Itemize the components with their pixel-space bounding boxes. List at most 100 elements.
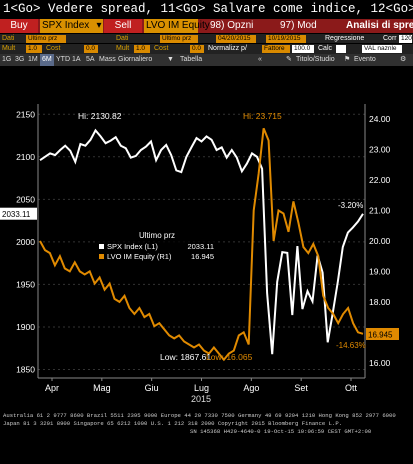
spx-low-label: Low: 1867.61 xyxy=(160,352,211,362)
dati2-label: Dati xyxy=(116,35,129,42)
legend-title: Ultimo prz xyxy=(139,231,175,240)
settings-icon[interactable]: ⚙ xyxy=(400,56,407,63)
spread-chart[interactable]: 2150 2100 2050 2000 1950 1900 1850 24.00 23.00 2… xyxy=(0,66,413,410)
corr-label: Corr xyxy=(383,35,397,42)
right-tick-label: 18.00 xyxy=(369,297,391,307)
footer-contacts: Australia 61 2 9777 8600 Brazil 5511 239… xyxy=(3,412,396,419)
tab-mass[interactable]: Mass xyxy=(99,56,116,63)
period-select[interactable]: Giornaliero xyxy=(118,56,153,63)
tab-1m[interactable]: 1M xyxy=(28,56,38,63)
table-button[interactable]: Tabella xyxy=(180,56,203,63)
dropdown-icon[interactable]: ▾ xyxy=(95,19,103,33)
tab-1a[interactable]: 1A xyxy=(72,56,81,63)
right-tick-label: 21.00 xyxy=(369,206,391,216)
date-to-field[interactable]: 10/19/2015 xyxy=(266,35,306,43)
spx-current-box xyxy=(0,207,37,220)
mult-label: Mult xyxy=(2,45,16,52)
normalizz-checkbox[interactable]: Normalizz p/ xyxy=(208,45,247,52)
tab-ytd[interactable]: YTD xyxy=(56,56,70,63)
x-tick-label: Giu xyxy=(145,383,159,393)
cost-field[interactable]: 0.0 xyxy=(84,45,98,53)
modify-menu[interactable]: 97) Mod xyxy=(280,20,317,31)
left-tick-label: 1950 xyxy=(16,279,35,289)
spread-analysis-title: Analisi di spread xyxy=(346,20,413,31)
spx-current-value: 2033.11 xyxy=(2,210,31,219)
spx-pct-change: -3.20% xyxy=(338,201,363,210)
command-line[interactable]: 1<Go> Vedere spread, 11<Go> Salvare come… xyxy=(0,0,413,18)
tab-5a[interactable]: 5A xyxy=(86,56,95,63)
security2-field[interactable]: LVO IM Equity xyxy=(144,19,210,33)
mult-field[interactable]: 1.0 xyxy=(26,45,42,53)
left-tick-label: 1900 xyxy=(16,322,35,332)
security-toolbar: Buy SPX Index ▾ Sell LVO IM Equity 98) O… xyxy=(0,19,413,33)
regressione-checkbox[interactable]: Regressione xyxy=(325,35,365,42)
buy-button[interactable]: Buy xyxy=(0,19,38,33)
x-tick-label: Mag xyxy=(93,383,111,393)
period-chevron-icon[interactable]: ▼ xyxy=(167,56,174,63)
cost2-label: Cost xyxy=(154,45,169,52)
collapse-icon[interactable]: « xyxy=(258,56,262,63)
right-tick-label: 22.00 xyxy=(369,175,391,185)
options-menu[interactable]: 98) Opzni xyxy=(210,20,254,31)
cost-label: Cost xyxy=(46,45,61,52)
tab-6m[interactable]: 6M xyxy=(40,54,54,66)
x-tick-label: Apr xyxy=(45,383,59,393)
legend-lvo-last: 16.945 xyxy=(191,252,214,261)
dati2-select[interactable]: Ultimo prz xyxy=(160,35,198,43)
fattore-label: Fattore xyxy=(262,45,290,53)
right-tick-label: 16.00 xyxy=(369,358,391,368)
left-tick-label: 2100 xyxy=(16,152,35,162)
tab-1g[interactable]: 1G xyxy=(2,56,12,63)
mult2-label: Mult xyxy=(116,45,130,52)
bloomberg-footer: Australia 61 2 9777 8600 Brazil 5511 239… xyxy=(0,410,413,464)
legend-spx-name: SPX Index (L1) xyxy=(107,242,158,251)
date-from-field[interactable]: 04/20/2015 xyxy=(216,35,256,43)
legend-spx-last: 2033.11 xyxy=(187,242,214,251)
lvo-series-line xyxy=(39,127,364,362)
lvo-high-label: Hi: 23.715 xyxy=(243,111,282,121)
edit-icon[interactable]: ✎ xyxy=(286,56,292,63)
right-tick-label: 24.00 xyxy=(369,114,391,124)
right-tick-label: 23.00 xyxy=(369,145,391,155)
period-tabs-row: 1G 3G 1M 6M YTD 1A 5A Mass Giornaliero ▼… xyxy=(0,54,413,66)
x-tick-label: Lug xyxy=(194,383,209,393)
x-tick-label: Set xyxy=(294,383,308,393)
event-button[interactable]: Evento xyxy=(354,56,376,63)
right-tick-label: 20.00 xyxy=(369,236,391,246)
left-tick-label: 1850 xyxy=(16,364,35,374)
studio-button[interactable]: Titolo/Studio xyxy=(296,56,335,63)
spx-high-label: Hi: 2130.82 xyxy=(78,111,122,121)
flag-icon: ⚑ xyxy=(344,56,351,63)
footer-session: SN 145368 H429-4640-0 19-Oct-15 10:06:59… xyxy=(190,428,372,435)
footer-copyright: Japan 81 3 3201 8900 Singapore 65 6212 1… xyxy=(3,420,343,427)
security1-field[interactable]: SPX Index xyxy=(40,19,96,33)
right-tick-label: 19.00 xyxy=(369,266,391,276)
mult2-field[interactable]: 1.0 xyxy=(134,45,150,53)
x-axis-year: 2015 xyxy=(191,394,211,404)
spx-series-line xyxy=(39,128,364,355)
fattore-field[interactable]: 100.0 xyxy=(292,45,314,53)
left-tick-label: 2050 xyxy=(16,194,35,204)
corr-field[interactable]: 120 xyxy=(399,35,412,43)
dati-label: Dati xyxy=(2,35,15,42)
left-tick-label: 2150 xyxy=(16,109,35,119)
calc-field[interactable] xyxy=(336,45,346,53)
sell-button[interactable]: Sell xyxy=(104,19,142,33)
x-tick-label: Ago xyxy=(243,383,259,393)
tab-3g[interactable]: 3G xyxy=(15,56,25,63)
mult-settings-row: Mult 1.0 Cost 0.0 Mult 1.0 Cost 0.0 Norm… xyxy=(0,44,413,54)
x-tick-label: Ott xyxy=(345,383,358,393)
lvo-current-box xyxy=(366,327,399,340)
val-nazionale-field[interactable]: VAL naznle xyxy=(362,45,402,53)
lvo-current-value: 16.945 xyxy=(368,330,393,339)
calc-label: Calc xyxy=(318,45,333,52)
lvo-low-label: Low: 16.065 xyxy=(206,352,253,362)
chart-legend: Ultimo prz SPX Index (L1) 2033.11 LVO IM… xyxy=(97,230,217,264)
legend-swatch-spx xyxy=(99,244,104,249)
dati-select[interactable]: Ultimo prz xyxy=(26,35,66,43)
cost2-field[interactable]: 0.0 xyxy=(190,45,204,53)
left-tick-label: 2000 xyxy=(16,237,35,247)
legend-lvo-name: LVO IM Equity (R1) xyxy=(107,252,172,261)
lvo-pct-change: -14.63% xyxy=(336,341,366,350)
data-settings-row: Dati Ultimo prz Dati Ultimo prz 04/20/20… xyxy=(0,34,413,43)
